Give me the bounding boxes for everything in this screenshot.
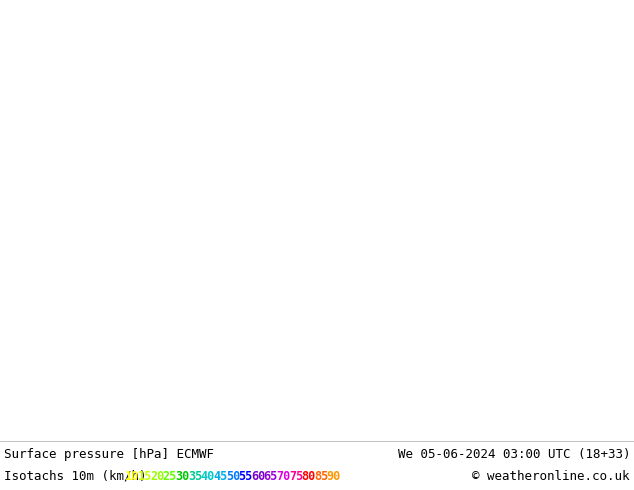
Text: 55: 55: [238, 469, 253, 483]
Text: 30: 30: [176, 469, 190, 483]
Text: 85: 85: [314, 469, 328, 483]
Text: We 05-06-2024 03:00 UTC (18+33): We 05-06-2024 03:00 UTC (18+33): [398, 447, 630, 461]
Text: 35: 35: [188, 469, 202, 483]
Text: 25: 25: [163, 469, 177, 483]
Text: 65: 65: [264, 469, 278, 483]
Text: 75: 75: [289, 469, 303, 483]
Text: 15: 15: [138, 469, 152, 483]
Text: 90: 90: [327, 469, 341, 483]
Text: 45: 45: [213, 469, 228, 483]
Text: 70: 70: [276, 469, 290, 483]
Text: 10: 10: [125, 469, 139, 483]
Text: 20: 20: [150, 469, 164, 483]
Text: 40: 40: [200, 469, 215, 483]
Text: Isotachs 10m (km/h): Isotachs 10m (km/h): [4, 469, 154, 483]
Text: 80: 80: [301, 469, 316, 483]
Text: Surface pressure [hPa] ECMWF: Surface pressure [hPa] ECMWF: [4, 447, 214, 461]
Text: © weatheronline.co.uk: © weatheronline.co.uk: [472, 469, 630, 483]
Text: 50: 50: [226, 469, 240, 483]
Text: 60: 60: [251, 469, 265, 483]
